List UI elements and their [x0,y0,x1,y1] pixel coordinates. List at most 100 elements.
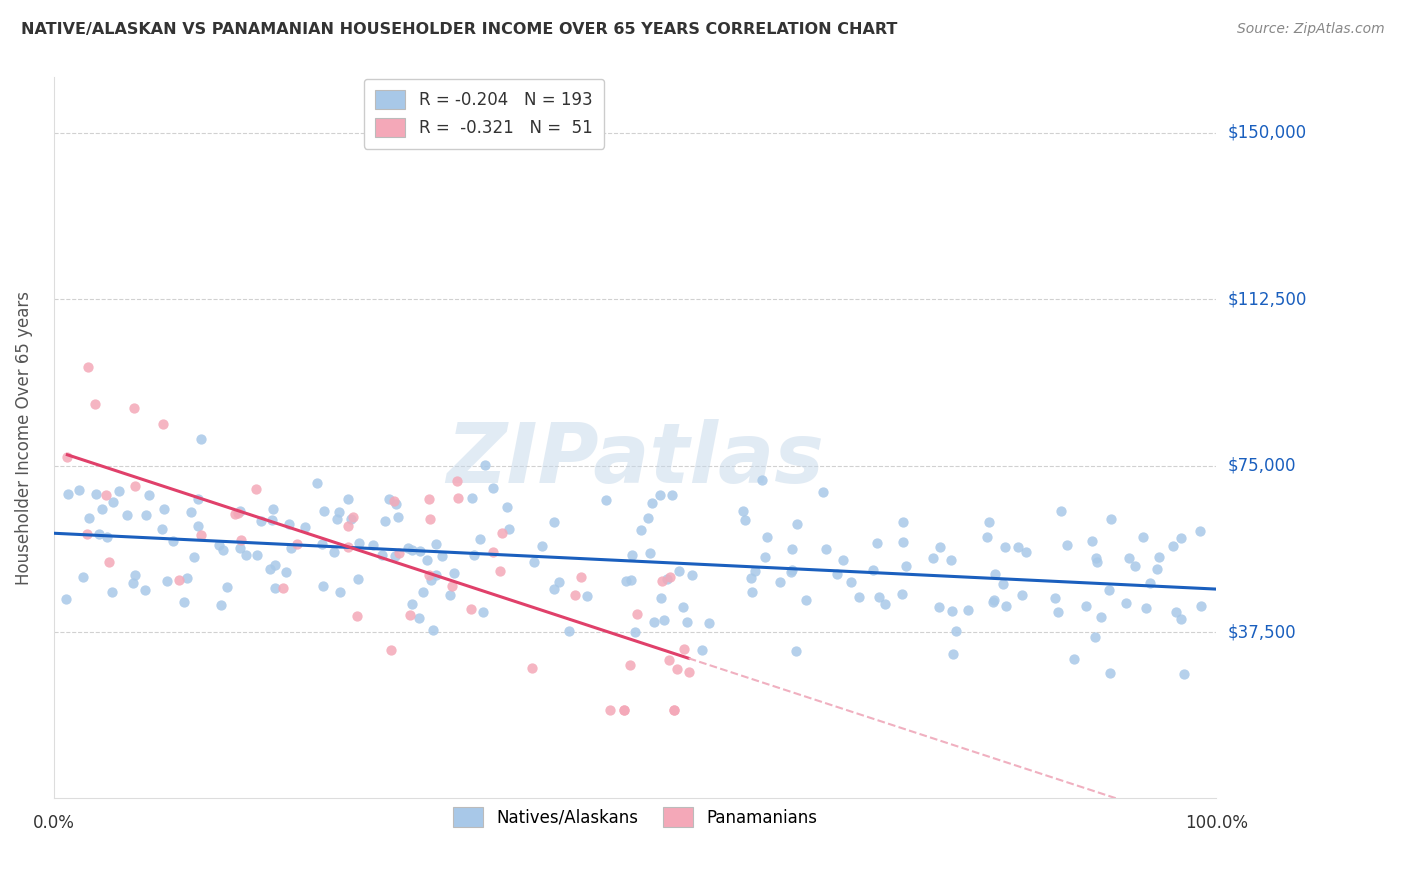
Point [176,571,198,585]
Point [523,556,546,570]
Point [153,501,176,516]
Point [262,502,284,516]
Point [956,602,979,616]
Point [1173,667,1195,681]
Point [190,528,212,542]
Point [868,591,890,605]
Point [346,609,368,624]
Point [422,623,444,637]
Point [650,591,672,606]
Point [134,583,156,598]
Point [983,593,1005,607]
Point [652,613,675,627]
Point [425,537,447,551]
Point [482,544,505,558]
Point [643,615,665,629]
Point [922,551,945,566]
Point [385,497,408,511]
Point [595,493,617,508]
Point [676,615,699,629]
Point [543,515,565,529]
Point [496,500,519,515]
Point [294,520,316,534]
Point [976,531,998,545]
Point [190,432,212,446]
Point [183,550,205,565]
Point [388,546,411,560]
Point [325,512,347,526]
Point [1081,533,1104,548]
Point [543,582,565,596]
Point [418,568,440,582]
Point [994,599,1017,613]
Point [380,643,402,657]
Point [97,556,120,570]
Point [896,558,918,573]
Point [460,602,482,616]
Point [983,566,1005,581]
Point [56,487,79,501]
Point [89,527,111,541]
Point [740,571,762,585]
Point [382,494,405,508]
Point [977,515,1000,529]
Point [342,510,364,524]
Point [637,510,659,524]
Point [224,508,246,522]
Point [84,487,107,501]
Point [1063,652,1085,666]
Point [782,563,804,577]
Point [786,516,808,531]
Point [1161,539,1184,553]
Point [474,458,496,473]
Point [1099,512,1122,526]
Point [77,511,100,525]
Point [832,552,855,566]
Point [548,574,571,589]
Point [1118,551,1140,566]
Point [794,593,817,607]
Point [569,570,592,584]
Point [384,549,406,564]
Point [337,519,360,533]
Text: Source: ZipAtlas.com: Source: ZipAtlas.com [1237,22,1385,37]
Point [409,544,432,558]
Point [1170,532,1192,546]
Point [1098,582,1121,597]
Point [264,581,287,595]
Point [942,647,965,661]
Point [1015,544,1038,558]
Point [209,598,232,612]
Point [1074,599,1097,614]
Point [323,545,346,559]
Point [994,541,1017,555]
Point [378,491,401,506]
Point [122,575,145,590]
Point [641,495,664,509]
Point [439,588,461,602]
Point [278,516,301,531]
Point [425,568,447,582]
Point [651,574,673,589]
Point [55,592,77,607]
Point [1135,601,1157,615]
Point [229,541,252,555]
Point [401,543,423,558]
Point [1056,538,1078,552]
Point [613,703,636,717]
Point [780,566,803,580]
Point [108,484,131,499]
Point [84,397,107,411]
Point [229,533,252,548]
Text: $112,500: $112,500 [1227,290,1306,309]
Point [744,564,766,578]
Point [187,492,209,507]
Point [662,703,685,717]
Point [655,572,678,586]
Point [401,597,423,611]
Point [124,567,146,582]
Point [387,510,409,524]
Point [245,482,267,496]
Point [418,491,440,506]
Point [1139,576,1161,591]
